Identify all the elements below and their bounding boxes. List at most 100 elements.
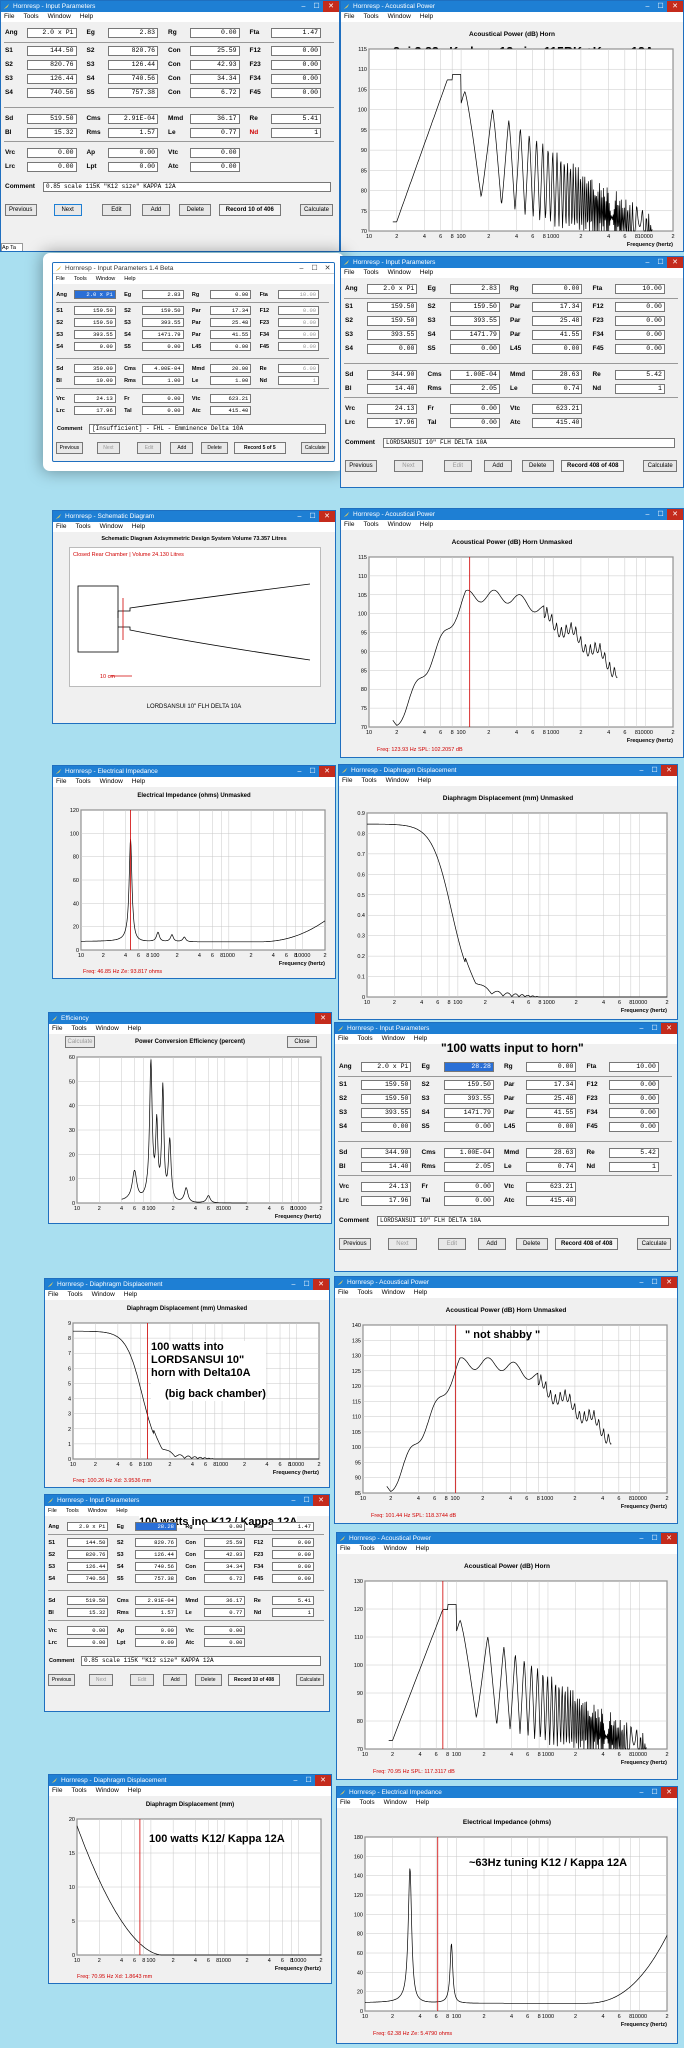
param-field-cms[interactable]: 4.00E-04 <box>142 364 184 373</box>
menu-window[interactable]: Window <box>383 1545 407 1552</box>
param-field-s1[interactable]: 159.50 <box>361 1080 412 1090</box>
close-icon[interactable]: ✕ <box>661 1533 677 1544</box>
menu-tools[interactable]: Tools <box>67 1291 83 1298</box>
param-field-s4[interactable]: 740.56 <box>66 1574 109 1583</box>
param-field-s4[interactable]: 740.56 <box>26 88 77 98</box>
param-field-con[interactable]: 6.72 <box>189 88 240 98</box>
maximize-icon[interactable]: ☐ <box>657 511 664 518</box>
delete-button[interactable]: Delete <box>515 1238 548 1250</box>
param-field-s2[interactable]: 159.50 <box>361 1094 412 1104</box>
menu-help[interactable]: Help <box>131 778 146 785</box>
menu-window[interactable]: Window <box>91 1291 115 1298</box>
param-field-f12[interactable]: 0.00 <box>277 306 320 315</box>
delete-button[interactable]: Delete <box>521 460 554 472</box>
minimize-icon[interactable]: – <box>291 1281 296 1288</box>
menu-file[interactable]: File <box>56 276 65 282</box>
minimize-icon[interactable]: – <box>291 1497 296 1504</box>
param-field-re[interactable]: 6.00 <box>277 364 320 373</box>
close-icon[interactable]: ✕ <box>667 1 683 12</box>
param-field-par[interactable]: 17.34 <box>526 1080 577 1090</box>
close-icon[interactable]: ✕ <box>661 1023 677 1034</box>
menu-file[interactable]: File <box>48 1508 57 1514</box>
param-field-s1[interactable]: 159.50 <box>74 306 116 315</box>
maximize-icon[interactable]: ☐ <box>651 1535 658 1542</box>
param-field-s2[interactable]: 159.50 <box>74 318 116 327</box>
param-field-l45[interactable]: 0.00 <box>526 1122 577 1132</box>
param-field-f34[interactable]: 0.00 <box>272 1562 314 1571</box>
param-field-lrc[interactable]: 17.96 <box>361 1196 412 1206</box>
next-button[interactable]: Next <box>388 1238 417 1250</box>
param-field-mmd[interactable]: 36.17 <box>189 114 240 124</box>
param-field-s1[interactable]: 144.50 <box>26 46 77 56</box>
menu-tools[interactable]: Tools <box>75 523 91 530</box>
param-field-par[interactable]: 17.34 <box>532 302 583 312</box>
param-field-f23[interactable]: 0.00 <box>272 1550 314 1559</box>
param-field-eg[interactable]: 28.28 <box>443 1062 494 1072</box>
param-field-s5[interactable]: 0.00 <box>449 344 500 354</box>
close-icon[interactable]: ✕ <box>323 1 339 12</box>
title-bar[interactable]: Hornresp - Schematic Diagram – ☐ ✕ <box>53 511 335 522</box>
menu-window[interactable]: Window <box>99 778 123 785</box>
param-field-atc[interactable]: 0.00 <box>189 162 240 172</box>
param-field-eg[interactable]: 2.83 <box>449 284 500 294</box>
menu-file[interactable]: File <box>56 523 67 530</box>
comment-field[interactable]: LORDSANSUI 10" FLH DELTA 10A <box>377 1216 669 1226</box>
param-field-fta[interactable]: 1.47 <box>272 1522 314 1531</box>
menu-tools[interactable]: Tools <box>359 1799 375 1806</box>
param-field-vtc[interactable]: 0.00 <box>203 1626 246 1635</box>
maximize-icon[interactable]: ☐ <box>309 513 316 520</box>
menu-file[interactable]: File <box>342 777 353 784</box>
menu-help[interactable]: Help <box>124 276 136 282</box>
param-field-s4[interactable]: 1471.79 <box>449 330 500 340</box>
menu-tools[interactable]: Tools <box>73 276 87 282</box>
menu-tools[interactable]: Tools <box>363 521 379 528</box>
calculate-button[interactable]: Calculate <box>301 442 330 454</box>
menu-window[interactable]: Window <box>47 13 71 20</box>
menu-tools[interactable]: Tools <box>357 1289 373 1296</box>
param-field-rms[interactable]: 2.05 <box>443 1162 494 1172</box>
param-field-s3[interactable]: 393.55 <box>74 330 116 339</box>
param-field-par[interactable]: 25.48 <box>210 318 252 327</box>
param-field-nd[interactable]: 1 <box>277 376 320 385</box>
param-field-con[interactable]: 25.59 <box>203 1538 246 1547</box>
param-field-nd[interactable]: 1 <box>272 1608 314 1617</box>
param-field-s2[interactable]: 820.76 <box>66 1550 109 1559</box>
param-field-rg[interactable]: 0.00 <box>532 284 583 294</box>
param-field-par[interactable]: 41.55 <box>532 330 583 340</box>
menu-window[interactable]: Window <box>87 1508 108 1514</box>
add-button[interactable]: Add <box>483 460 512 472</box>
edit-button[interactable]: Edit <box>102 204 131 216</box>
param-field-cms[interactable]: 2.91E-04 <box>135 1596 177 1605</box>
param-field-f23[interactable]: 0.00 <box>614 316 665 326</box>
param-field-s2[interactable]: 159.50 <box>367 316 418 326</box>
param-field-fr[interactable]: 0.00 <box>142 394 184 403</box>
param-field-sd[interactable]: 519.50 <box>66 1596 109 1605</box>
menu-tools[interactable]: Tools <box>363 269 379 276</box>
param-field-re[interactable]: 5.42 <box>614 370 665 380</box>
param-field-le[interactable]: 0.77 <box>203 1608 246 1617</box>
param-field-vrc[interactable]: 24.13 <box>361 1182 412 1192</box>
param-field-con[interactable]: 34.34 <box>203 1562 246 1571</box>
close-icon[interactable]: ✕ <box>315 1013 331 1024</box>
param-field-re[interactable]: 5.42 <box>608 1148 659 1158</box>
param-field-s2[interactable]: 159.50 <box>443 1080 494 1090</box>
param-field-s4[interactable]: 740.56 <box>108 74 159 84</box>
delete-button[interactable]: Delete <box>194 1674 222 1686</box>
param-field-s4[interactable]: 1471.79 <box>443 1108 494 1118</box>
param-field-fta[interactable]: 1.47 <box>271 28 322 38</box>
param-field-s3[interactable]: 393.55 <box>142 318 184 327</box>
edit-button[interactable]: Edit <box>437 1238 467 1250</box>
param-field-s5[interactable]: 757.38 <box>108 88 159 98</box>
param-field-vtc[interactable]: 623.21 <box>526 1182 577 1192</box>
comment-field[interactable]: LORDSANSUI 10" FLH DELTA 10A <box>383 438 675 448</box>
param-field-le[interactable]: 1.00 <box>210 376 252 385</box>
menu-window[interactable]: Window <box>95 276 116 282</box>
param-field-f45[interactable]: 0.00 <box>277 342 320 351</box>
param-field-f34[interactable]: 0.00 <box>608 1108 659 1118</box>
param-field-con[interactable]: 42.93 <box>203 1550 246 1559</box>
param-field-s4[interactable]: 740.56 <box>135 1562 177 1571</box>
menu-tools[interactable]: Tools <box>357 1035 373 1042</box>
param-field-ang[interactable]: 2.0 x Pi <box>66 1522 109 1531</box>
param-field-cms[interactable]: 1.00E-04 <box>443 1148 494 1158</box>
param-field-s4[interactable]: 0.00 <box>367 344 418 354</box>
